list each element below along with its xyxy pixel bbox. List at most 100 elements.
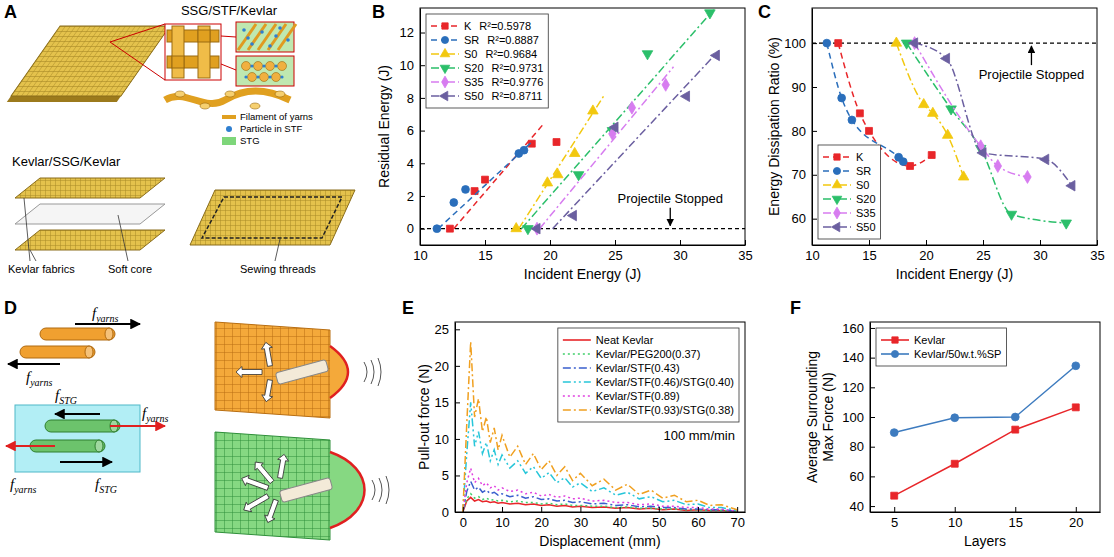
key-swatch — [222, 137, 236, 145]
cross-yarn — [225, 91, 235, 97]
tick: 10 — [400, 58, 425, 73]
tick-mark — [1076, 507, 1077, 512]
data-point — [918, 98, 929, 107]
legend-item: S20 — [823, 193, 876, 205]
tick-mark — [455, 439, 460, 440]
tick: 4 — [407, 156, 425, 171]
legend-label: Kevlar — [914, 334, 946, 346]
legend-note: R²=0.9731 — [492, 62, 544, 74]
connector — [110, 42, 165, 80]
tick: 15 — [862, 240, 876, 263]
legend-label: S50 — [464, 90, 484, 102]
sound-wave — [371, 360, 374, 384]
chart: 5101520406080100120140160LayersAverage S… — [804, 321, 1101, 549]
tick-label: 0 — [407, 221, 414, 236]
chart: 101520253035024681012Incident Energy (J)… — [376, 8, 753, 282]
tick-label: 80 — [850, 439, 864, 454]
tick-mark — [926, 240, 927, 245]
y-axis-title: Energy Dissipation Ratio (%) — [766, 37, 782, 216]
plot-frame — [420, 8, 745, 245]
tick-mark — [812, 87, 817, 88]
legend-label: S35 — [464, 76, 484, 88]
particle — [246, 36, 250, 40]
data-point — [951, 414, 959, 422]
particle — [250, 64, 253, 67]
legend-item: K — [823, 151, 864, 163]
leader-line — [24, 198, 30, 261]
legend: Kevlar Kevlar/50w.t.%SP — [876, 328, 1006, 366]
reference-line — [812, 43, 1097, 44]
tick-mark — [1015, 507, 1016, 512]
tick-label: 100 — [842, 410, 864, 425]
sound-wave — [379, 478, 382, 502]
tick-label: 8 — [407, 91, 414, 106]
tick-label: 0 — [460, 515, 467, 530]
data-point — [482, 176, 489, 183]
data-point — [891, 37, 902, 46]
tick: 20 — [543, 240, 557, 263]
filament — [278, 24, 296, 50]
tick: 12 — [400, 25, 425, 40]
tick-mark — [1097, 240, 1098, 245]
tick-label: 10 — [805, 248, 819, 263]
connector — [221, 36, 236, 37]
tick-mark — [870, 328, 875, 329]
stress-arrow — [260, 341, 275, 367]
yarn-end — [95, 440, 103, 452]
tick: 40 — [613, 507, 627, 530]
tick: 8 — [407, 91, 425, 106]
y-axis: 406080100120140160 — [842, 321, 875, 514]
tick: 100 — [784, 36, 817, 51]
fabric-top — [11, 26, 170, 96]
tick-label: 0 — [442, 505, 449, 520]
data-point — [609, 122, 618, 133]
tick-mark — [420, 229, 425, 230]
particle — [278, 26, 282, 30]
data-point — [511, 223, 522, 232]
data-line — [827, 43, 903, 161]
tick-label: 70 — [792, 167, 806, 182]
legend-label: Kevlar/PEG200(0.37) — [596, 348, 701, 360]
data-point — [523, 226, 534, 235]
bulge — [330, 452, 365, 528]
panel-letter: F — [790, 298, 801, 318]
tick: 20 — [1069, 507, 1083, 530]
data-point — [542, 177, 553, 186]
tick-mark — [455, 402, 460, 403]
annotation-text: 100 mm/min — [663, 428, 735, 443]
force-subscript: STG — [99, 484, 117, 495]
fabric — [7, 26, 170, 102]
tick-mark — [580, 507, 581, 512]
legend-marker — [439, 91, 447, 101]
legend-label: Neat Kevlar — [596, 334, 654, 346]
filament-section — [242, 62, 251, 71]
projectile — [279, 477, 332, 502]
data-point — [942, 129, 953, 138]
tick-label: 30 — [673, 248, 687, 263]
plot-area — [420, 10, 745, 235]
zoom-box — [236, 56, 294, 86]
legend-item: Neat Kevlar — [563, 334, 654, 346]
yarn-end — [85, 346, 93, 358]
force-arrow — [60, 461, 112, 463]
force-subscript: yarns — [29, 377, 52, 388]
x-axis-title: Incident Energy (J) — [896, 266, 1014, 282]
tick-mark — [812, 43, 817, 44]
plot-frame — [812, 8, 1097, 245]
plot-frame — [870, 322, 1100, 512]
filament-section — [266, 62, 275, 71]
legend-item: Kevlar/50w.t.%SP — [881, 348, 1001, 360]
tick-label: 25 — [608, 248, 622, 263]
sound-wave — [364, 362, 367, 382]
legend-marker — [891, 350, 898, 357]
particle — [280, 75, 283, 78]
tick-mark — [420, 131, 425, 132]
legend-note: R²=0.9684 — [485, 48, 537, 60]
tick: 10 — [495, 507, 509, 530]
data-point — [928, 152, 935, 159]
force-arrow — [110, 425, 165, 427]
legend-line — [563, 409, 591, 411]
tick-label: 35 — [738, 248, 752, 263]
data-point — [1072, 404, 1079, 411]
filament-section — [278, 62, 287, 71]
